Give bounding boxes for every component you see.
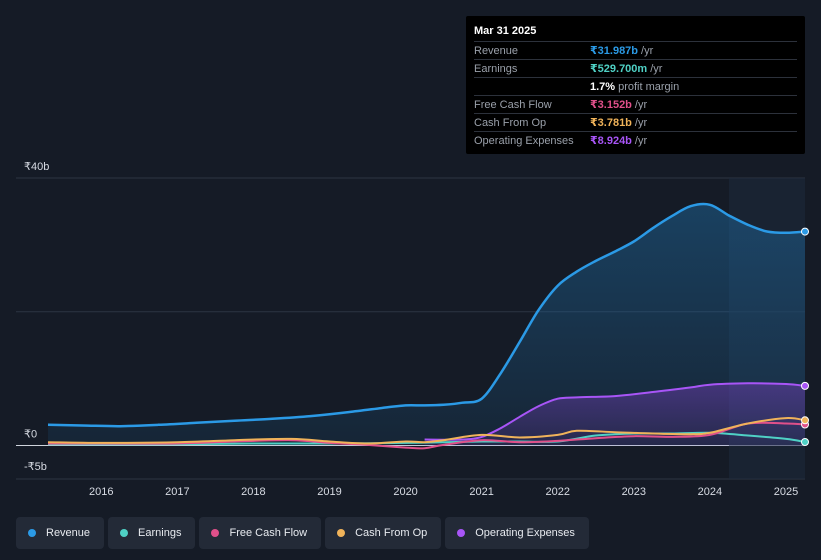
legend-label: Revenue (46, 527, 91, 539)
operating-expenses-end-marker (801, 381, 809, 390)
tooltip-date: Mar 31 2025 (474, 25, 537, 37)
revenue-line (47, 202, 806, 428)
tooltip-row-revenue: Revenue ₹31.987b /yr (474, 41, 797, 59)
x-tick-label: 2024 (698, 486, 722, 498)
legend-dot-icon (120, 529, 129, 537)
tooltip-value: ₹8.924b (590, 135, 632, 147)
tooltip-value: ₹3.152b (590, 99, 632, 111)
legend-item-operating-expenses[interactable]: Operating Expenses (445, 517, 589, 549)
tooltip-label: Revenue (474, 44, 519, 57)
x-tick-label: 2018 (241, 486, 265, 498)
legend-dot-icon (337, 529, 346, 537)
tooltip-row-free-cash-flow: Free Cash Flow ₹3.152b /yr (474, 95, 797, 113)
tooltip-row-earnings: Earnings ₹529.700m /yr (474, 59, 797, 77)
tooltip-unit: profit margin (618, 80, 680, 93)
tooltip-unit: /yr (650, 62, 663, 75)
earnings-end-marker (801, 438, 809, 447)
tooltip-label: Earnings (474, 62, 518, 75)
tooltip-panel: Mar 31 2025 Revenue ₹31.987b /yr Earning… (466, 16, 805, 154)
x-tick-label: 2016 (89, 486, 113, 498)
legend-label: Free Cash Flow (229, 527, 308, 539)
tooltip-row-operating-expenses: Operating Expenses ₹8.924b /yr (474, 131, 797, 149)
x-tick-label: 2020 (393, 486, 417, 498)
y-tick-label: ₹40b (24, 161, 49, 173)
legend-dot-icon (28, 529, 36, 537)
tooltip-label: Operating Expenses (474, 134, 574, 147)
tooltip-value: ₹31.987b (590, 45, 639, 57)
legend-item-free-cash-flow[interactable]: Free Cash Flow (199, 517, 322, 549)
x-tick-label: 2023 (622, 486, 646, 498)
y-tick-label: -₹5b (24, 461, 47, 473)
tooltip-label: Free Cash Flow (474, 98, 552, 111)
x-tick-label: 2017 (165, 486, 189, 498)
x-tick-label: 2021 (469, 486, 493, 498)
tooltip-value: 1.7% (590, 80, 616, 93)
tooltip-row-cash-from-op: Cash From Op ₹3.781b /yr (474, 113, 797, 131)
legend-dot-icon (211, 529, 220, 537)
tooltip-unit: /yr (634, 134, 648, 147)
legend-label: Cash From Op (355, 527, 428, 539)
revenue-area (48, 204, 805, 446)
chart: ₹40b ₹0 -₹5b 2016 2017 2018 2019 2020 2021 2022 20… (16, 161, 809, 498)
legend-dot-icon (457, 529, 466, 537)
operating-expenses-area (424, 383, 805, 446)
legend-label: Earnings (138, 527, 182, 539)
revenue-end-marker (801, 227, 809, 236)
legend-item-earnings[interactable]: Earnings (108, 517, 196, 549)
legend-item-cash-from-op[interactable]: Cash From Op (325, 517, 442, 549)
x-tick-label: 2022 (545, 486, 569, 498)
legend-label: Operating Expenses (475, 527, 575, 539)
cash-from-op-line (47, 417, 806, 445)
y-tick-label: ₹0 (24, 429, 37, 441)
cash-from-op-end-marker (801, 416, 809, 425)
x-tick-label: 2019 (317, 486, 341, 498)
tooltip-unit: /yr (634, 98, 648, 111)
x-tick-label: 2025 (774, 486, 798, 498)
tooltip-unit: /yr (641, 44, 654, 57)
tooltip-value: ₹529.700m (590, 63, 648, 75)
legend-item-revenue[interactable]: Revenue (16, 517, 105, 549)
tooltip-value: ₹3.781b (590, 117, 632, 129)
free-cash-flow-line (47, 421, 806, 450)
tooltip-unit: /yr (634, 116, 648, 129)
tooltip-label: Cash From Op (474, 116, 547, 129)
tooltip-row-profit-margin: 1.7% profit margin (474, 77, 797, 95)
legend: Revenue Earnings Free Cash Flow Cash Fro… (16, 517, 589, 549)
